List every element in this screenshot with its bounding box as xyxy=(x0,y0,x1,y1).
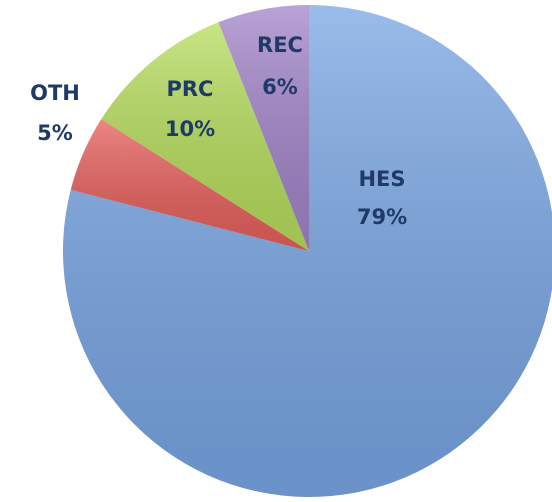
slice-shade xyxy=(218,5,309,251)
slice-label: OTH xyxy=(30,81,80,105)
slice-shade xyxy=(101,22,309,252)
slice-value-label: 79% xyxy=(357,205,407,229)
slice-label: HES xyxy=(358,167,405,191)
slice-shade xyxy=(70,119,309,251)
slice-label: PRC xyxy=(167,77,214,101)
slice-value-label: 6% xyxy=(262,75,298,99)
slice-label: REC xyxy=(257,33,303,57)
slice-value-label: 10% xyxy=(165,117,215,141)
slice-shade xyxy=(63,5,552,497)
slice-value-label: 5% xyxy=(37,121,73,145)
